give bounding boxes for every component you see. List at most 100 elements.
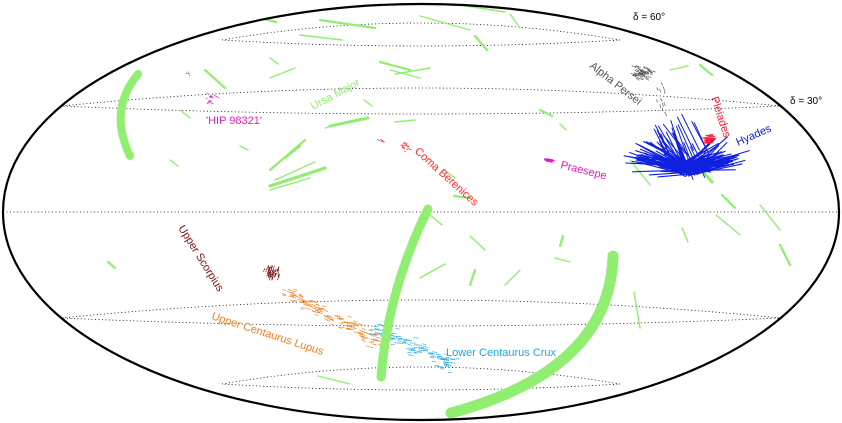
alpha-persei-vector bbox=[641, 68, 647, 73]
upper-centaurus-lupus-vector bbox=[301, 306, 305, 309]
upper-centaurus-lupus-vector bbox=[361, 339, 366, 343]
coma-berenices-vector bbox=[401, 145, 405, 149]
lower-centaurus-crux-vector bbox=[373, 325, 379, 328]
upper-centaurus-lupus-vector bbox=[300, 308, 304, 310]
upper-scorpius-vector bbox=[266, 264, 270, 269]
upper-centaurus-lupus-vector bbox=[316, 303, 320, 306]
alpha-persei-vector bbox=[632, 74, 636, 77]
upper-centaurus-lupus-vector bbox=[308, 305, 314, 308]
coma-berenices-vector bbox=[377, 139, 380, 142]
upper-centaurus-lupus-vector bbox=[322, 305, 327, 308]
hip98321-vector bbox=[209, 96, 213, 99]
upper-centaurus-lupus-vector bbox=[314, 313, 319, 316]
coma-berenices-vector bbox=[381, 139, 385, 143]
upper-centaurus-lupus-vector bbox=[290, 299, 295, 303]
upper-centaurus-lupus-vector bbox=[370, 334, 375, 337]
lower-centaurus-crux-vector bbox=[399, 342, 404, 345]
alpha-persei-vector bbox=[647, 68, 652, 72]
lower-centaurus-crux-vector bbox=[401, 338, 407, 340]
lower-centaurus-crux-vector bbox=[398, 338, 403, 341]
upper-centaurus-lupus-vector bbox=[305, 302, 309, 305]
hyades-vector bbox=[671, 132, 694, 164]
upper-centaurus-lupus-vector bbox=[373, 334, 377, 337]
lower-centaurus-crux-vector bbox=[440, 366, 445, 369]
upper-scorpius-vector bbox=[277, 275, 280, 281]
background-track bbox=[203, 68, 227, 90]
parallel-minus-30 bbox=[61, 299, 781, 327]
praesepe-vector bbox=[546, 158, 552, 161]
upper-centaurus-lupus-vector bbox=[364, 336, 369, 339]
upper-centaurus-lupus-vector bbox=[372, 338, 377, 341]
alpha-persei-vector bbox=[643, 66, 648, 69]
lower-centaurus-crux-vector bbox=[434, 356, 440, 358]
upper-centaurus-lupus-vector bbox=[359, 329, 364, 332]
upper-centaurus-lupus-vector bbox=[336, 315, 341, 317]
upper-centaurus-lupus-vector bbox=[370, 338, 375, 341]
lower-centaurus-crux-vector bbox=[445, 365, 450, 367]
upper-scorpius-vector bbox=[277, 273, 280, 277]
background-track bbox=[629, 159, 651, 186]
parallel-label-60: δ = 60° bbox=[633, 12, 665, 23]
upper-centaurus-lupus-vector bbox=[372, 343, 377, 346]
lower-centaurus-crux-vector bbox=[424, 348, 429, 350]
upper-centaurus-lupus-vector bbox=[330, 316, 335, 319]
parallel-minus-60 bbox=[221, 366, 621, 391]
upper-scorpius-vector bbox=[266, 272, 269, 277]
upper-centaurus-lupus-vector bbox=[318, 312, 323, 315]
upper-centaurus-lupus-vector bbox=[370, 340, 376, 343]
hyades-vector bbox=[651, 158, 686, 177]
upper-scorpius-vector bbox=[267, 269, 270, 274]
upper-centaurus-lupus-vector bbox=[318, 308, 322, 311]
alpha-persei-vector bbox=[638, 77, 643, 81]
alpha-persei-vector bbox=[631, 65, 637, 69]
lower-centaurus-crux-vector bbox=[389, 334, 395, 337]
upper-centaurus-lupus-vector bbox=[353, 322, 358, 325]
lower-centaurus-crux-vector bbox=[444, 363, 450, 366]
upper-centaurus-lupus-vector bbox=[305, 300, 310, 303]
lower-centaurus-crux-vector bbox=[397, 340, 402, 342]
hyades-vector bbox=[681, 113, 700, 151]
lower-centaurus-crux-vector bbox=[435, 353, 441, 356]
background-track bbox=[299, 34, 343, 41]
alpha-persei-vector bbox=[650, 70, 656, 73]
upper-centaurus-lupus-vector bbox=[329, 318, 334, 321]
upper-centaurus-lupus-vector bbox=[351, 324, 356, 327]
upper-centaurus-lupus-vector bbox=[305, 308, 310, 310]
moving-group-vectors bbox=[185, 65, 750, 374]
upper-scorpius-vector bbox=[271, 274, 274, 279]
upper-centaurus-lupus-vector bbox=[311, 304, 316, 307]
upper-centaurus-lupus-vector bbox=[288, 295, 293, 298]
upper-centaurus-lupus-vector bbox=[348, 325, 353, 328]
alpha-persei-vector bbox=[637, 67, 641, 71]
upper-scorpius-vector bbox=[263, 267, 266, 272]
upper-centaurus-lupus-vector bbox=[293, 299, 297, 302]
lower-centaurus-crux-vector bbox=[391, 332, 397, 335]
hyades-vector bbox=[663, 123, 686, 154]
upper-centaurus-lupus-vector bbox=[301, 300, 306, 303]
upper-centaurus-lupus-vector bbox=[282, 294, 286, 297]
upper-centaurus-lupus-vector bbox=[369, 341, 373, 344]
background-track bbox=[538, 108, 554, 118]
upper-centaurus-lupus-vector bbox=[358, 323, 363, 326]
upper-centaurus-lupus-vector bbox=[301, 299, 306, 302]
background-track bbox=[468, 268, 477, 287]
upper-centaurus-lupus-vector bbox=[319, 308, 325, 311]
background-track bbox=[269, 57, 279, 65]
alpha-persei-vector bbox=[646, 71, 650, 74]
upper-centaurus-lupus-vector bbox=[362, 337, 367, 340]
hyades-vector bbox=[654, 124, 675, 163]
alpha-persei-vector bbox=[662, 103, 664, 107]
hip98321-vector bbox=[185, 72, 188, 75]
background-track bbox=[681, 227, 689, 243]
upper-centaurus-lupus-vector bbox=[319, 310, 324, 313]
upper-scorpius-vector bbox=[269, 265, 272, 270]
lower-centaurus-crux-vector bbox=[431, 351, 438, 353]
upper-centaurus-lupus-vector bbox=[351, 322, 356, 325]
upper-scorpius-vector bbox=[269, 269, 272, 273]
background-track bbox=[318, 18, 377, 30]
thick-track-left bbox=[116, 70, 142, 160]
alpha-persei-vector bbox=[656, 87, 659, 92]
background-track bbox=[429, 214, 443, 226]
